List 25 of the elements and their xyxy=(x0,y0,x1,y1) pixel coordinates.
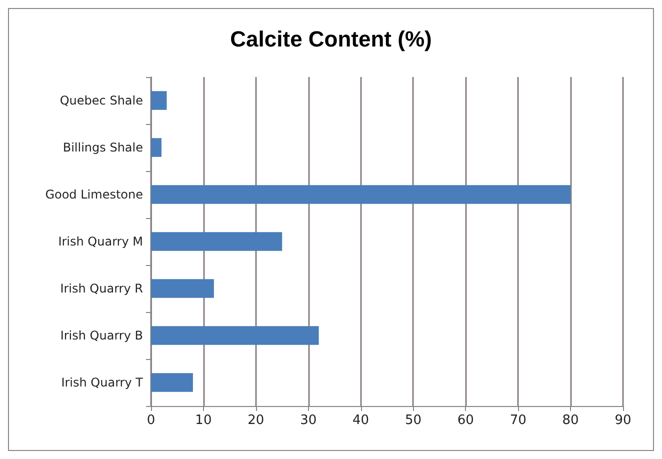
y-tick-label: Irish Quarry T xyxy=(61,376,144,390)
x-tick-label: 80 xyxy=(562,413,579,428)
x-tick-label: 30 xyxy=(300,413,317,428)
y-tick-label: Billings Shale xyxy=(62,140,143,154)
y-tick-label: Irish Quarry M xyxy=(58,234,143,248)
bar xyxy=(151,373,193,392)
y-tick-label: Irish Quarry B xyxy=(60,328,143,342)
y-tick-label: Quebec Shale xyxy=(60,94,143,108)
x-tick-label: 50 xyxy=(404,413,422,428)
bar xyxy=(151,138,162,157)
x-tick-label: 90 xyxy=(614,413,632,428)
chart-title: Calcite Content (%) xyxy=(230,26,432,52)
x-tick-label: 10 xyxy=(195,413,212,428)
y-tick-label: Irish Quarry R xyxy=(60,282,143,296)
bar xyxy=(151,232,282,251)
x-tick-label: 0 xyxy=(146,413,156,428)
x-tick-label: 60 xyxy=(457,413,474,428)
bar xyxy=(151,279,214,298)
bar xyxy=(151,185,571,204)
x-tick-label: 20 xyxy=(248,413,264,428)
x-tick-label: 70 xyxy=(510,413,526,428)
bar xyxy=(151,326,319,345)
x-tick-label: 40 xyxy=(352,413,370,428)
bar xyxy=(151,91,167,110)
y-tick-label: Good Limestone xyxy=(45,188,143,202)
